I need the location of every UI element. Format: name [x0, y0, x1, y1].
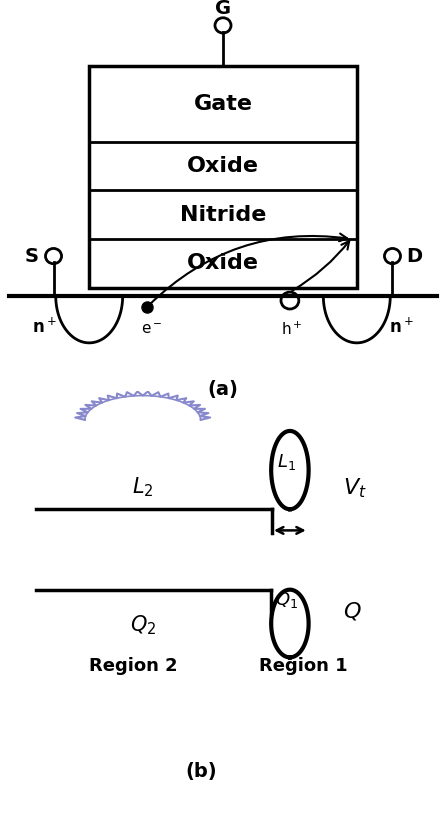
FancyArrowPatch shape: [292, 241, 349, 291]
Text: $L_2$: $L_2$: [132, 475, 153, 499]
FancyArrowPatch shape: [149, 234, 347, 305]
Text: Gate: Gate: [194, 94, 252, 114]
Text: $Q_1$: $Q_1$: [275, 590, 298, 610]
Text: Oxide: Oxide: [187, 253, 259, 274]
Bar: [89, 66, 357, 288]
Text: Region 2: Region 2: [90, 657, 178, 675]
Text: $Q$: $Q$: [343, 600, 362, 622]
Text: $L_1$: $L_1$: [277, 452, 296, 471]
Text: $V_t$: $V_t$: [343, 476, 367, 500]
Text: n$^+$: n$^+$: [32, 317, 57, 337]
Text: G: G: [215, 0, 231, 18]
Text: D: D: [407, 247, 423, 265]
Text: $Q_2$: $Q_2$: [130, 613, 156, 637]
Text: n$^+$: n$^+$: [389, 317, 414, 337]
Text: S: S: [24, 247, 38, 265]
Text: Oxide: Oxide: [187, 156, 259, 176]
Text: (b): (b): [185, 762, 216, 781]
Text: h$^+$: h$^+$: [281, 321, 303, 338]
Text: Nitride: Nitride: [180, 205, 266, 225]
Text: Region 1: Region 1: [259, 657, 347, 675]
Text: (a): (a): [207, 380, 239, 399]
Text: e$^-$: e$^-$: [141, 322, 162, 337]
